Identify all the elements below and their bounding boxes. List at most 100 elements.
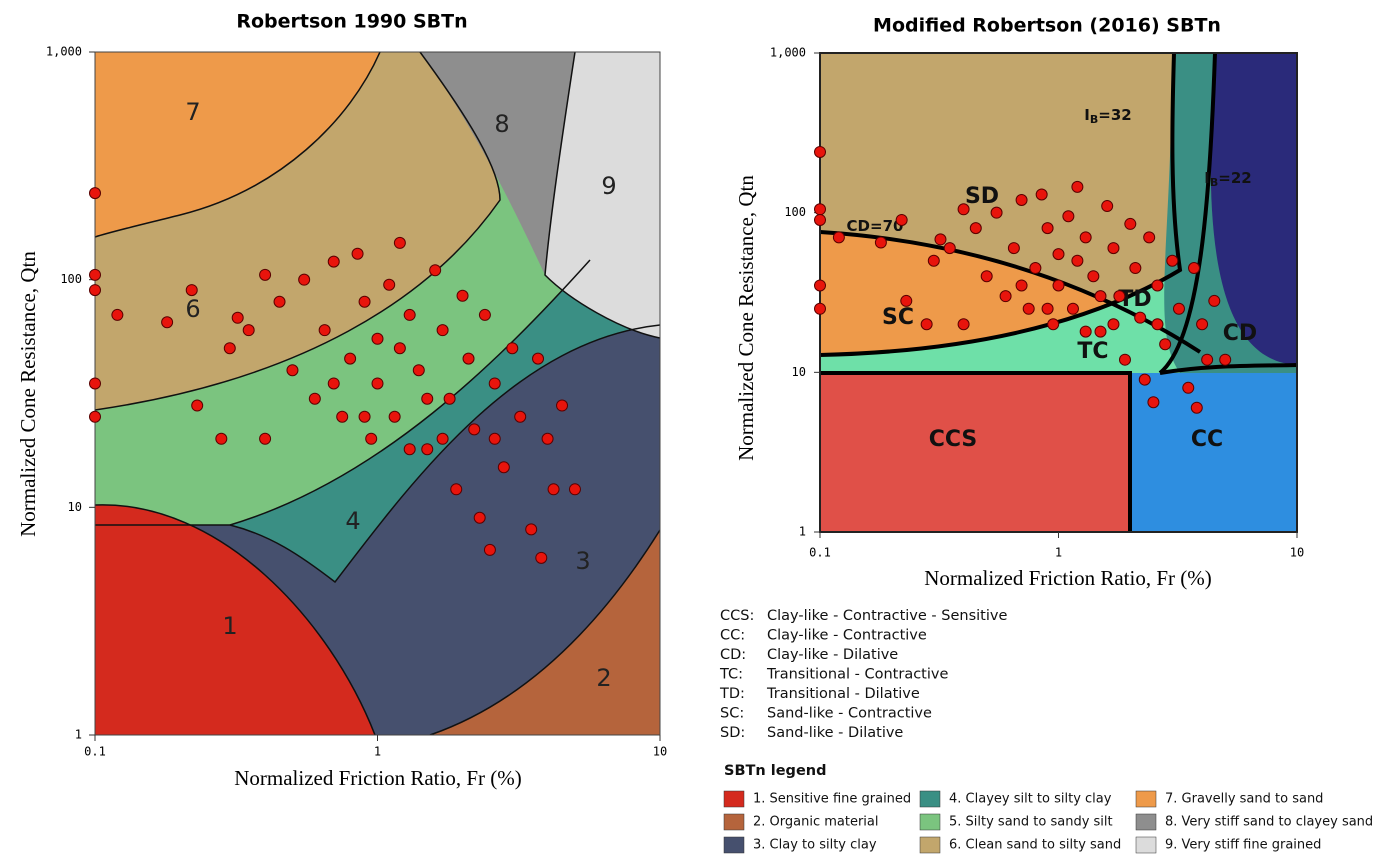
zone-boundaries [95,52,660,735]
data-point [344,352,357,365]
data-point [1107,242,1120,255]
zone-label: 1 [222,612,237,640]
data-point [1071,254,1084,267]
legend-label: 1. Sensitive fine grained [753,792,911,807]
data-point [1041,222,1054,235]
chart-left: Robertson 1990 SBTn Normalized Friction R… [16,11,667,790]
data-point [327,255,340,268]
legend-swatch [723,813,745,831]
abbr-text: Transitional - Dilative [766,686,920,702]
x-tick-label: 10 [653,745,667,759]
x-axis-label: Normalized Friction Ratio, Fr (%) [234,766,522,790]
data-point [814,302,826,315]
zone-label-part: B [1210,176,1218,189]
data-point [568,483,581,496]
zone-label-part: I [1204,169,1210,187]
data-point [1022,302,1035,315]
zone-label-part: 6 [185,295,200,323]
data-point [1151,318,1164,331]
zone-label-part: 8 [494,110,509,138]
zone-label: CCS [929,427,978,452]
legend-swatch [919,790,941,808]
legend-swatch [1135,790,1157,808]
data-point [1151,279,1164,292]
zone-label-part: 2 [596,664,611,692]
data-point [1190,401,1203,414]
zone-label: 4 [345,507,360,535]
abbr-code: SD: [720,725,745,741]
zone-7 [95,52,380,237]
data-point [532,352,545,365]
data-point [1208,294,1221,307]
data-point [506,342,519,355]
data-point [111,308,124,321]
data-point [969,222,982,235]
data-point [388,410,401,423]
zone-label: CD=70 [847,217,904,235]
legend-label: 3. Clay to silty clay [753,838,877,853]
data-point [403,308,416,321]
zones [820,53,1297,532]
data-point [231,311,244,324]
x-tick-label: 1 [1055,546,1062,560]
zone-label-part: CD=70 [847,217,904,235]
zone-label-part: I [1084,106,1090,124]
abbr-code: TD: [719,686,745,702]
abbr-text: Sand-like - Dilative [767,725,903,741]
data-point [814,279,826,292]
zone-1 [95,504,375,735]
data-point [814,213,826,226]
zone-td [1164,53,1297,373]
data-point [259,432,272,445]
data-point [957,318,970,331]
x-tick-label: 1 [374,745,381,759]
data-point [1201,353,1214,366]
data-point [468,423,481,436]
zone-label-part: TC [1077,339,1108,364]
zone-label-part: =32 [1098,106,1131,124]
zone-label-part: 4 [345,507,360,535]
legend-swatch [1135,836,1157,854]
data-point [999,290,1012,303]
data-point [462,352,475,365]
legend-swatch [723,790,745,808]
data-point [934,233,947,246]
data-point [497,461,510,474]
data-point [920,318,933,331]
abbr-text: Clay-like - Contractive [767,628,927,644]
data-point [351,247,364,260]
legend-label: 4. Clayey silt to silty clay [949,792,1112,807]
data-point [450,483,463,496]
y-tick-label: 1,000 [46,45,82,59]
data-point [1066,302,1079,315]
zone-label-part: CC [1191,427,1223,452]
data-point [980,270,993,283]
data-point [393,342,406,355]
data-point [514,410,527,423]
data-point [547,483,560,496]
abbr-code: CCS: [720,608,754,624]
data-point [1113,290,1126,303]
data-point [286,364,299,377]
data-point [483,543,496,556]
y-tick-label: 1 [799,525,806,539]
data-point [1166,254,1179,267]
data-point [371,377,384,390]
data-point [443,392,456,405]
x-tick-label: 0.1 [809,546,831,560]
data-point [473,511,486,524]
legend-swatch [1135,813,1157,831]
data-point [1062,210,1075,223]
data-point [1015,194,1028,207]
y-tick-label: 10 [68,500,82,514]
abbr-text: Sand-like - Contractive [767,706,932,722]
zone-label: 9 [601,172,616,200]
zone-label: 3 [575,547,590,575]
data-point [1143,231,1156,244]
data-point [488,377,501,390]
data-point [488,432,501,445]
data-point [1029,262,1042,275]
zone-label-part: SD [965,184,999,209]
data-point [161,316,174,329]
